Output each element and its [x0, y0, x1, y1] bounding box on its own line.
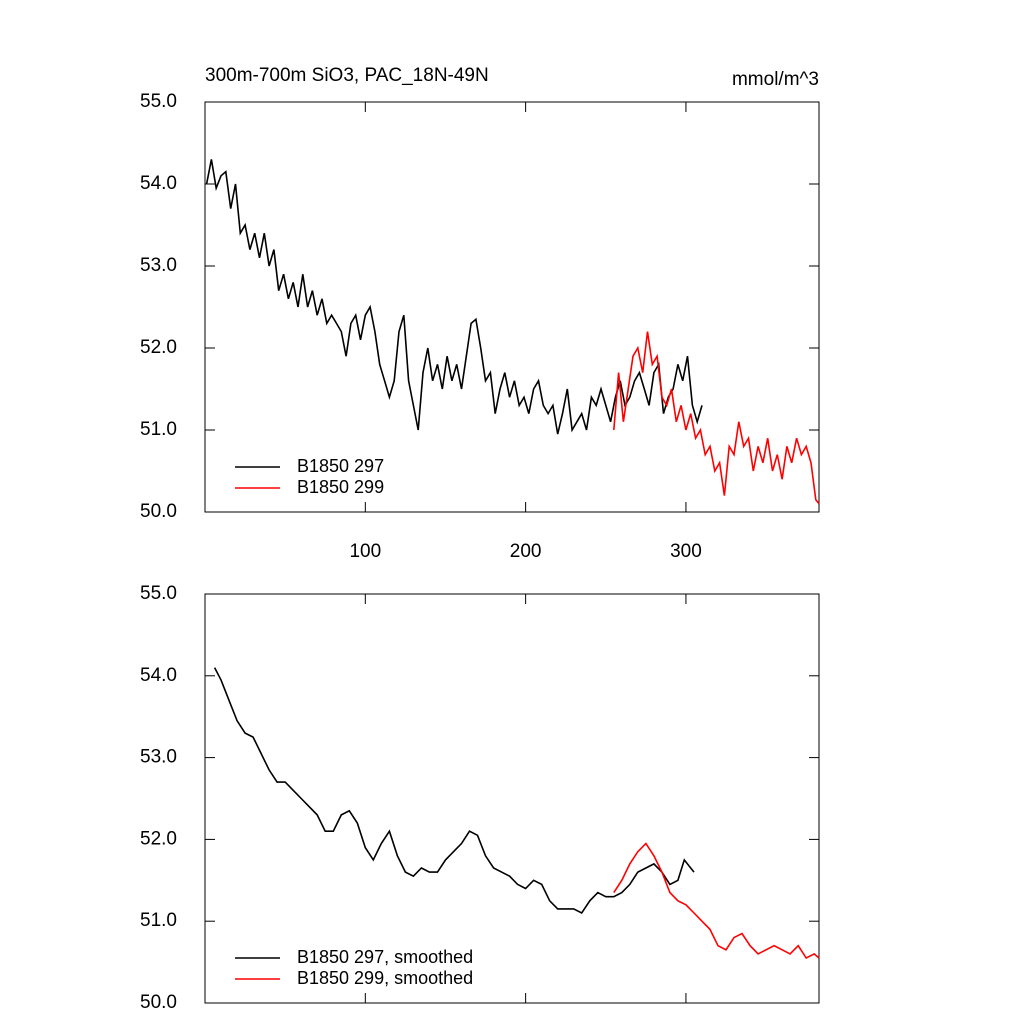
series-line [213, 667, 695, 915]
x-tick-label: 300 [670, 541, 702, 562]
y-tick-label: 53.0 [140, 255, 177, 276]
y-tick-label: 54.0 [140, 665, 177, 686]
series-line [613, 331, 820, 505]
plot-frame [204, 593, 820, 1004]
y-tick-label: 52.0 [140, 828, 177, 849]
y-tick-label: 55.0 [140, 91, 177, 112]
units-label: mmol/m^3 [732, 69, 819, 90]
y-tick-label: 51.0 [140, 910, 177, 931]
x-tick-label: 200 [510, 541, 542, 562]
legend-label: B1850 299 [297, 477, 384, 497]
plot-frame [204, 101, 820, 513]
series-line [613, 842, 820, 960]
legend-label: B1850 297, smoothed [297, 947, 473, 967]
x-tick-label: 100 [349, 541, 381, 562]
legend-label: B1850 299, smoothed [297, 968, 473, 988]
y-tick-label: 55.0 [140, 583, 177, 604]
y-tick-label: 54.0 [140, 173, 177, 194]
chart-title: 300m-700m SiO3, PAC_18N-49N [205, 65, 489, 86]
y-tick-label: 50.0 [140, 992, 177, 1013]
y-tick-label: 51.0 [140, 419, 177, 440]
legend-label: B1850 297 [297, 456, 384, 476]
y-tick-label: 50.0 [140, 501, 177, 522]
y-tick-label: 52.0 [140, 337, 177, 358]
y-tick-label: 53.0 [140, 747, 177, 768]
